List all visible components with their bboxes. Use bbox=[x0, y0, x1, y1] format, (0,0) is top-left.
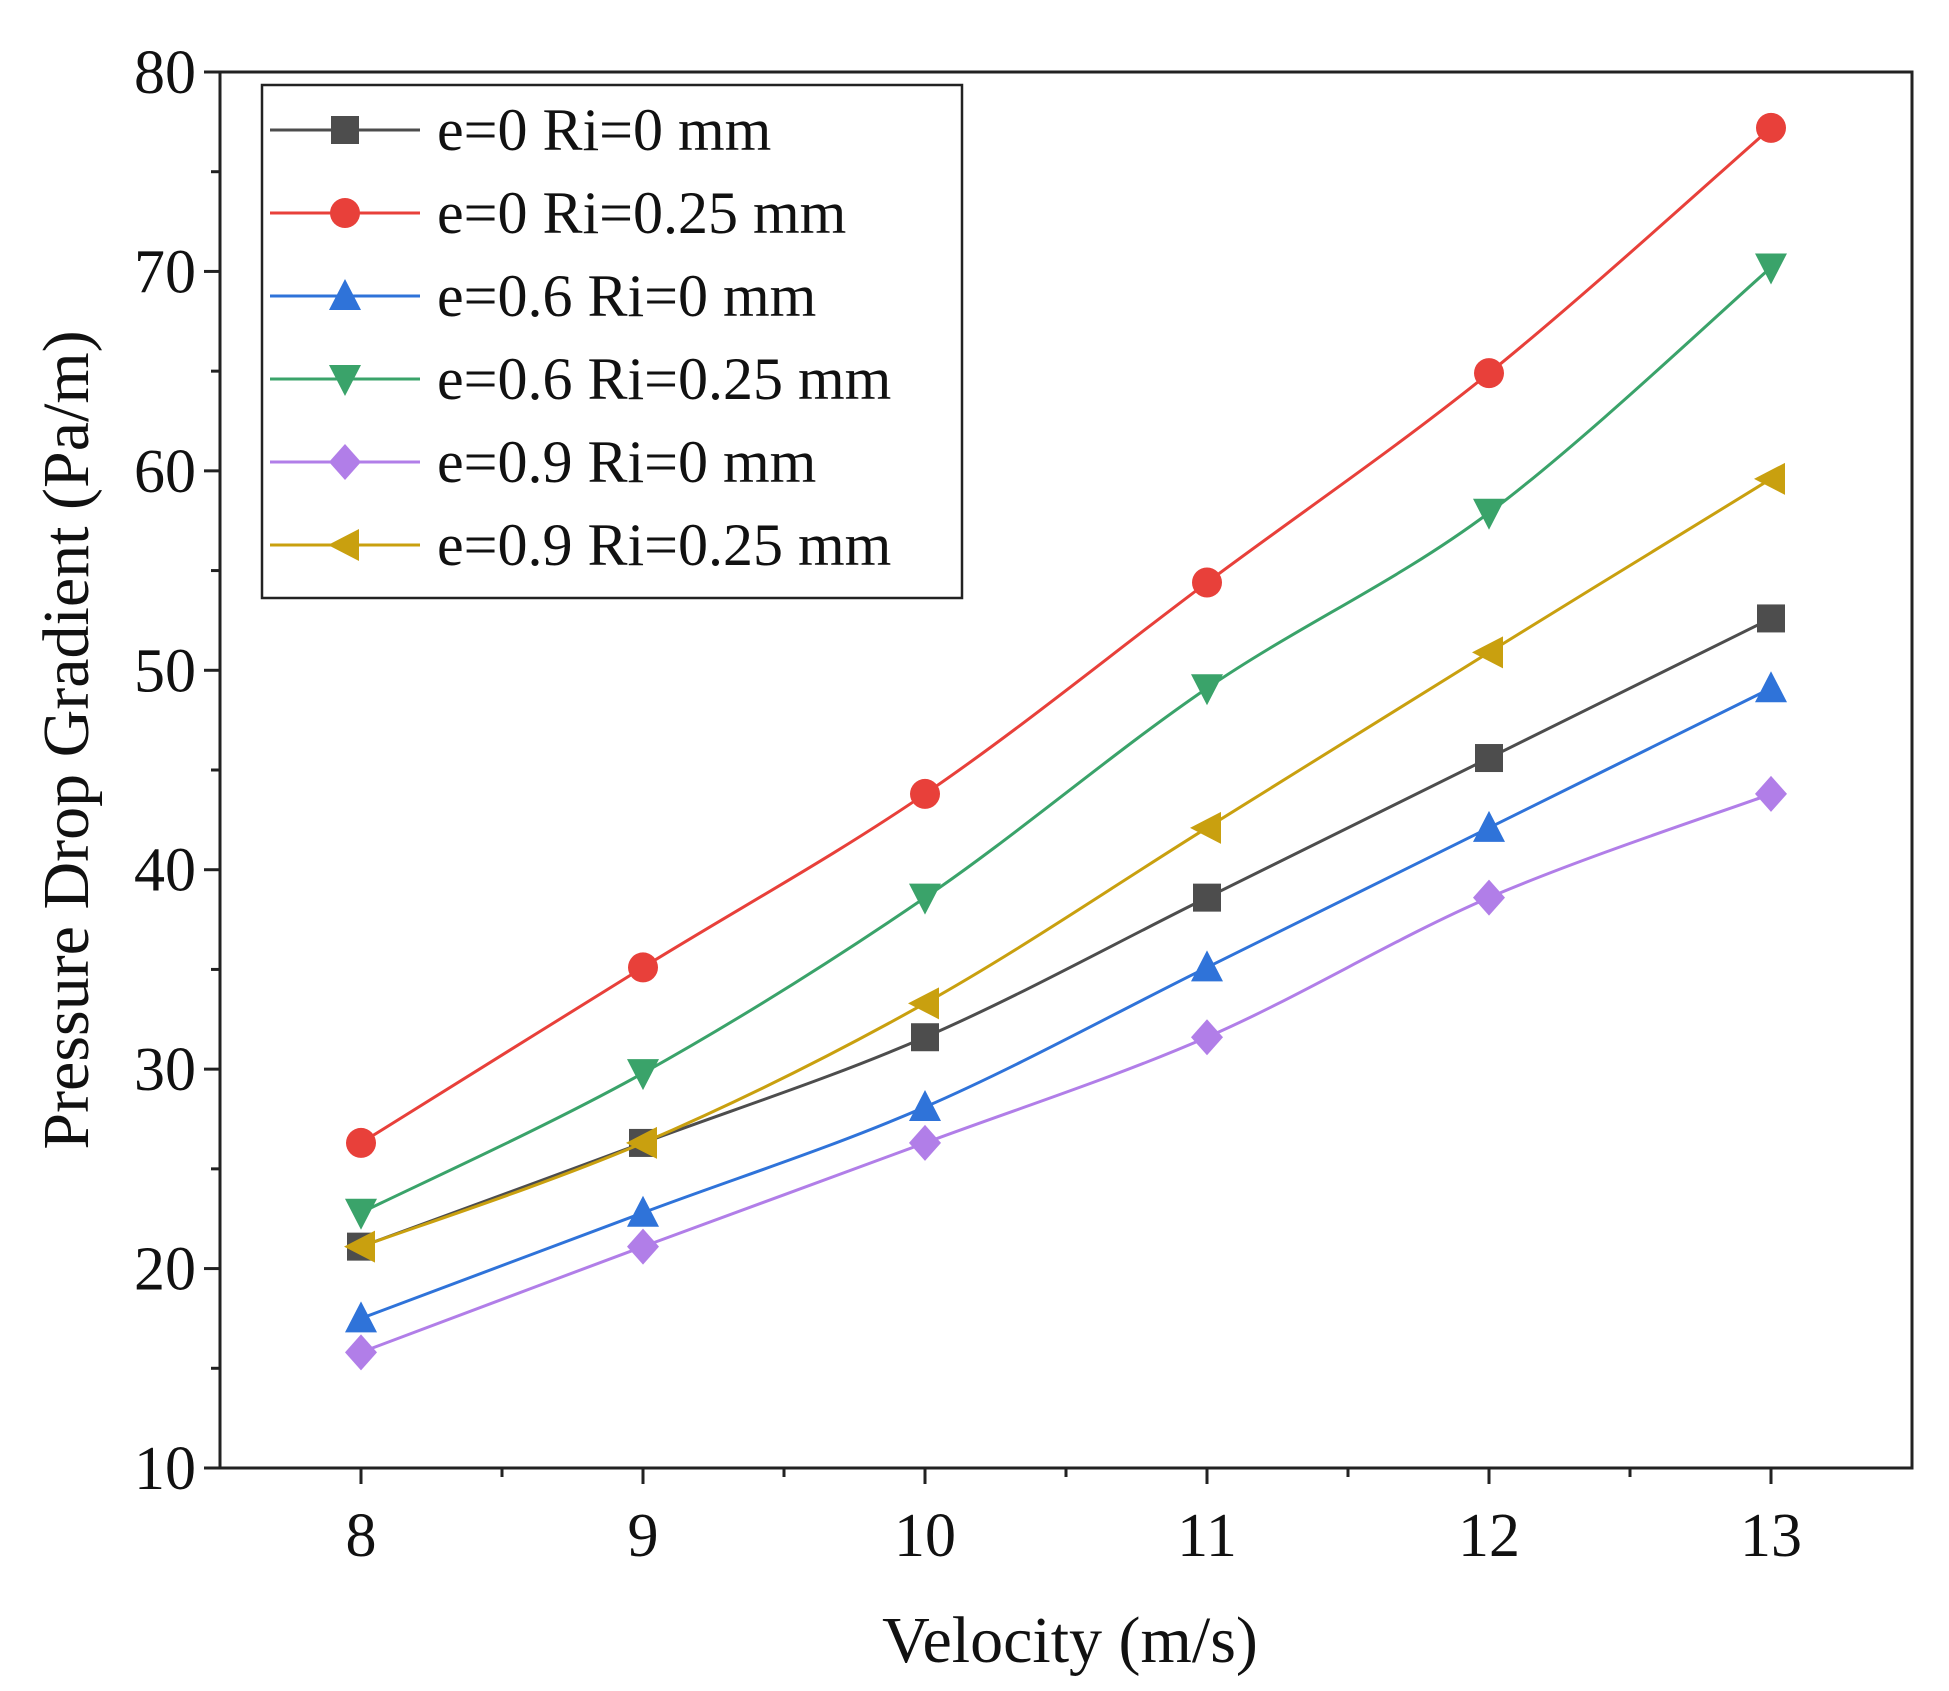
data-point-marker bbox=[1474, 358, 1504, 389]
y-axis-ticks bbox=[204, 70, 220, 1470]
data-point-marker bbox=[1755, 253, 1787, 285]
legend-label: e=0.6 Ri=0.25 mm bbox=[437, 346, 891, 412]
data-point-marker bbox=[1191, 1019, 1223, 1056]
x-tick-label: 11 bbox=[1177, 1502, 1237, 1570]
x-tick-label: 9 bbox=[628, 1502, 659, 1570]
series-group bbox=[345, 775, 1787, 1371]
data-point-marker bbox=[345, 1301, 377, 1333]
legend-label: e=0.9 Ri=0.25 mm bbox=[437, 512, 891, 578]
x-tick-label: 10 bbox=[894, 1502, 956, 1570]
series-line bbox=[360, 792, 1772, 1354]
y-tick-label: 50 bbox=[134, 637, 196, 705]
data-point-marker bbox=[1754, 462, 1785, 495]
series-line bbox=[360, 617, 1772, 1249]
x-tick-label: 12 bbox=[1458, 1502, 1520, 1570]
y-tick-label: 70 bbox=[134, 238, 196, 306]
data-point-marker bbox=[1755, 671, 1787, 703]
series-line bbox=[360, 266, 1772, 1215]
data-point-marker bbox=[346, 1127, 376, 1158]
legend-label: e=0 Ri=0 mm bbox=[437, 97, 771, 163]
series-group bbox=[344, 462, 1785, 1263]
data-point-marker bbox=[909, 883, 941, 915]
y-tick-label: 60 bbox=[134, 438, 196, 506]
data-point-marker bbox=[1192, 567, 1222, 598]
y-axis-tick-labels: 10 20 30 40 50 60 70 80 bbox=[134, 39, 196, 1503]
x-tick-label: 13 bbox=[1740, 1502, 1802, 1570]
data-point-marker bbox=[345, 1334, 377, 1371]
legend-marker-sample bbox=[329, 279, 361, 310]
legend-items: e=0 Ri=0 mm e=0 Ri=0.25 mm e=0.6 Ri=0 mm… bbox=[270, 97, 891, 578]
legend-marker-sample bbox=[329, 444, 361, 480]
legend-label: e=0 Ri=0.25 mm bbox=[437, 180, 846, 246]
data-point-marker bbox=[1757, 604, 1785, 633]
legend-marker-sample bbox=[330, 198, 360, 228]
series-layer bbox=[344, 112, 1787, 1371]
series-group bbox=[347, 604, 1785, 1261]
legend-marker-sample bbox=[329, 365, 361, 396]
data-point-marker bbox=[1755, 775, 1787, 812]
x-tick-label: 8 bbox=[346, 1502, 377, 1570]
y-axis-title: Pressure Drop Gradient (Pa/m) bbox=[30, 330, 103, 1149]
x-axis-ticks bbox=[359, 1468, 1773, 1484]
legend-box bbox=[260, 83, 964, 600]
y-tick-label: 40 bbox=[134, 837, 196, 905]
data-point-marker bbox=[626, 1126, 657, 1159]
series-group bbox=[345, 253, 1787, 1230]
data-point-marker bbox=[1756, 112, 1786, 143]
data-point-marker bbox=[1473, 810, 1505, 842]
y-tick-label: 20 bbox=[134, 1236, 196, 1304]
plot-frame bbox=[218, 70, 1914, 1470]
data-point-marker bbox=[1473, 498, 1505, 530]
series-line bbox=[360, 126, 1772, 1145]
legend-marker-sample bbox=[328, 529, 359, 561]
data-point-marker bbox=[627, 1228, 659, 1265]
data-point-marker bbox=[627, 1059, 659, 1091]
y-tick-label: 80 bbox=[134, 39, 196, 107]
legend-marker-sample bbox=[331, 116, 359, 144]
y-tick-label: 10 bbox=[134, 1435, 196, 1503]
series-group bbox=[345, 671, 1787, 1333]
data-point-marker bbox=[908, 987, 939, 1020]
data-point-marker bbox=[911, 1023, 939, 1052]
data-point-marker bbox=[344, 1230, 375, 1263]
y-tick-label: 30 bbox=[134, 1036, 196, 1104]
data-point-marker bbox=[1190, 811, 1221, 844]
data-point-marker bbox=[1475, 744, 1503, 773]
series-line bbox=[360, 686, 1772, 1320]
data-point-marker bbox=[1191, 674, 1223, 706]
legend-label: e=0.9 Ri=0 mm bbox=[437, 429, 816, 495]
legend-label: e=0.6 Ri=0 mm bbox=[437, 263, 816, 329]
data-point-marker bbox=[345, 1198, 377, 1230]
data-point-marker bbox=[627, 1195, 659, 1227]
data-point-marker bbox=[909, 1090, 941, 1122]
data-point-marker bbox=[1472, 636, 1503, 669]
data-point-marker bbox=[1191, 950, 1223, 982]
data-point-marker bbox=[909, 1124, 941, 1161]
data-point-marker bbox=[628, 952, 658, 983]
data-point-marker bbox=[910, 778, 940, 809]
data-point-marker bbox=[1473, 879, 1505, 916]
x-axis-title: Velocity (m/s) bbox=[882, 1604, 1258, 1677]
series-group bbox=[346, 112, 1786, 1158]
legend: e=0 Ri=0 mm e=0 Ri=0.25 mm e=0.6 Ri=0 mm… bbox=[260, 83, 964, 600]
series-line bbox=[360, 477, 1772, 1249]
data-point-marker bbox=[1193, 883, 1221, 912]
x-axis-tick-labels: 8 9 10 11 12 13 bbox=[346, 1502, 1803, 1570]
